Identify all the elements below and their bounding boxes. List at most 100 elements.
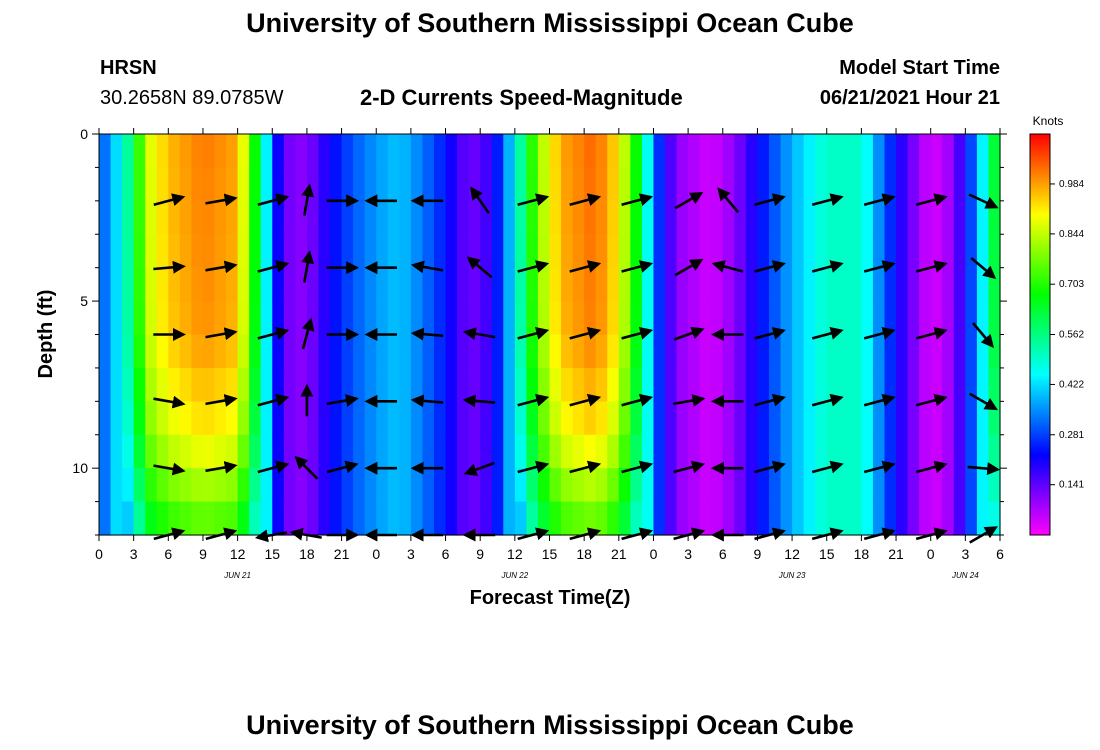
heat-cell bbox=[110, 334, 123, 369]
heat-cell bbox=[768, 468, 782, 503]
current-vector bbox=[915, 193, 948, 206]
heat-cell bbox=[572, 267, 585, 302]
heat-cell bbox=[237, 334, 250, 369]
heat-cell bbox=[433, 134, 447, 169]
heat-cell bbox=[653, 434, 666, 469]
heat-cell bbox=[295, 234, 308, 269]
heat-cell bbox=[780, 267, 793, 302]
heat-cell bbox=[665, 334, 678, 369]
x-tick-label: 6 bbox=[164, 546, 172, 562]
heat-cell bbox=[584, 234, 597, 269]
heat-cell bbox=[976, 167, 990, 202]
heat-cell bbox=[780, 134, 793, 169]
heat-cell bbox=[468, 468, 481, 503]
heat-cell bbox=[503, 367, 516, 402]
heat-cell bbox=[376, 134, 389, 169]
heat-cell bbox=[237, 301, 250, 336]
heat-cell bbox=[618, 468, 631, 503]
current-vector bbox=[621, 393, 654, 407]
heat-cell bbox=[699, 267, 712, 302]
heat-cell bbox=[99, 501, 112, 536]
heat-cell bbox=[387, 367, 400, 402]
heat-cell bbox=[745, 301, 759, 336]
heat-cell bbox=[595, 501, 608, 536]
current-vector bbox=[517, 393, 550, 407]
heat-cell bbox=[341, 367, 354, 402]
heat-cell bbox=[318, 267, 331, 302]
heat-cell bbox=[537, 434, 551, 469]
heat-cell bbox=[688, 501, 701, 536]
heat-cell bbox=[676, 167, 689, 202]
heat-cell bbox=[838, 234, 851, 269]
heat-cell bbox=[410, 468, 424, 503]
heat-cell bbox=[341, 200, 354, 235]
heat-cell bbox=[399, 434, 412, 469]
current-vector bbox=[462, 394, 496, 408]
heat-cell bbox=[168, 234, 181, 269]
heat-cell bbox=[930, 267, 943, 302]
heat-cell bbox=[942, 267, 955, 302]
heat-cell bbox=[838, 434, 851, 469]
heat-cell bbox=[168, 200, 181, 235]
heat-cell bbox=[688, 267, 701, 302]
heat-cell bbox=[618, 367, 631, 402]
heat-cell bbox=[341, 468, 354, 503]
heat-cell bbox=[757, 267, 770, 302]
heat-cell bbox=[688, 401, 701, 436]
heat-cell bbox=[526, 267, 539, 302]
heat-cell bbox=[330, 167, 343, 202]
heat-cell bbox=[202, 468, 216, 503]
heat-cell bbox=[468, 267, 481, 302]
heat-cell bbox=[330, 267, 343, 302]
heat-cell bbox=[110, 501, 123, 536]
heat-cell bbox=[306, 401, 320, 436]
heat-cell bbox=[260, 401, 273, 436]
heat-cell bbox=[780, 200, 793, 235]
heat-cell bbox=[237, 200, 250, 235]
heat-cell bbox=[896, 434, 909, 469]
heat-cell bbox=[919, 234, 932, 269]
heat-cell bbox=[514, 267, 527, 302]
heat-cell bbox=[584, 134, 597, 169]
heat-cell bbox=[283, 234, 296, 269]
heat-cell bbox=[237, 134, 250, 169]
heat-cell bbox=[376, 367, 389, 402]
heat-cell bbox=[237, 468, 250, 503]
heat-cell bbox=[249, 367, 262, 402]
heat-cell bbox=[99, 434, 112, 469]
heat-cell bbox=[179, 134, 193, 169]
heat-cell bbox=[757, 167, 770, 202]
heat-cell bbox=[861, 468, 874, 503]
heat-cell bbox=[907, 434, 920, 469]
heat-cell bbox=[919, 200, 932, 235]
heat-cell bbox=[838, 367, 851, 402]
heat-cell bbox=[457, 301, 470, 336]
heat-cell bbox=[803, 134, 816, 169]
heat-cell bbox=[387, 468, 400, 503]
heat-cell bbox=[179, 234, 193, 269]
colorbar-tick-label: 0.703 bbox=[1059, 279, 1084, 290]
heat-cell bbox=[618, 434, 631, 469]
heat-cell bbox=[260, 301, 273, 336]
heat-cell bbox=[399, 367, 412, 402]
heat-cell bbox=[260, 468, 273, 503]
heat-cell bbox=[156, 200, 169, 235]
heat-cell bbox=[283, 434, 296, 469]
heat-cell bbox=[768, 301, 782, 336]
heat-cell bbox=[872, 334, 886, 369]
heat-cell bbox=[722, 367, 735, 402]
heat-cell bbox=[422, 301, 435, 336]
heat-cell bbox=[422, 267, 435, 302]
heat-cell bbox=[780, 401, 793, 436]
heat-cell bbox=[457, 401, 470, 436]
heat-cell bbox=[168, 167, 181, 202]
heat-cell bbox=[133, 401, 146, 436]
heat-cell bbox=[561, 167, 574, 202]
heat-cell bbox=[607, 234, 620, 269]
heat-cell bbox=[491, 334, 504, 369]
heat-cell bbox=[122, 401, 135, 436]
heat-cell bbox=[283, 301, 296, 336]
heat-cell bbox=[145, 200, 158, 235]
heat-cell bbox=[919, 167, 932, 202]
heat-cell bbox=[734, 434, 747, 469]
